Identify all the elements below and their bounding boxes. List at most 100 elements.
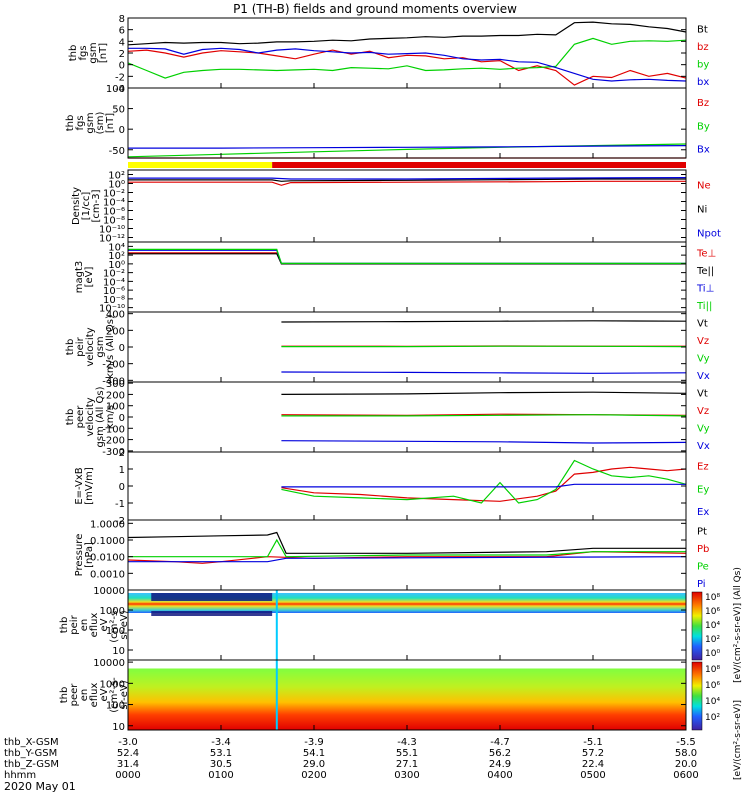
colorbar-tick-label: 10⁶ [705, 607, 720, 617]
y-tick-label: -100 [102, 424, 125, 435]
y-tick-label: 10 [112, 646, 125, 657]
series-ne [128, 180, 686, 186]
y-axis-label-line: [nPa] [84, 542, 95, 568]
time-axis-value: 52.4 [117, 748, 139, 759]
y-tick-label: 10000 [93, 658, 125, 669]
y-axis-label-line: [nT] [105, 113, 116, 133]
legend-bz: Bz [697, 98, 709, 109]
series-vx [281, 371, 687, 374]
y-tick-label: 100 [106, 626, 125, 637]
legend-ti: Ti|| [696, 301, 712, 312]
legend-ex: Ex [697, 507, 709, 518]
legend-by: by [697, 60, 709, 71]
ion-spectrogram-dark-top [151, 593, 273, 601]
time-axis-value: 53.1 [210, 748, 232, 759]
time-axis-value: 29.0 [303, 759, 325, 770]
colorbar-tick-label: 10⁸ [705, 665, 720, 675]
series-te [128, 252, 686, 265]
time-axis: thb_X-GSMthb_Y-GSMthb_Z-GSMhhmm-3.052.43… [4, 737, 699, 781]
panel-9: 10000 1000 100 10 thbpeirenefluxeV(cm²-s-sr-… [59, 586, 687, 661]
legend-bx: Bx [697, 145, 710, 156]
series-vt [281, 320, 687, 323]
series-ez [281, 466, 687, 502]
y-tick-label: 10⁻⁸ [103, 295, 125, 306]
time-axis-value: 27.1 [396, 759, 418, 770]
y-axis-label-line: (sm) [95, 112, 106, 135]
colorbar-label-top: [eV/(cm²-s-sr-eV)] (All Qs) [733, 567, 743, 683]
y-tick-label: 10⁻⁸ [103, 216, 125, 227]
y-tick-label: -2 [115, 516, 125, 527]
status-bar-red [272, 162, 686, 168]
y-axis-label-line: km/s (All Qs) [105, 315, 116, 379]
time-axis-value: 30.5 [210, 759, 232, 770]
time-axis-value: 56.2 [489, 748, 511, 759]
y-tick-label: 100 [106, 701, 125, 712]
y-axis-label-line: fgs [78, 45, 89, 60]
y-tick-label: 2 [119, 49, 125, 60]
y-axis-label-line: Density [71, 187, 82, 225]
panel-4: Te⊥ Te|| Ti⊥ Ti|| 10⁴10²10⁰10⁻²10⁻⁴10⁻⁶10⁻⁸1… [74, 241, 716, 315]
colorbar-tick-label: 10⁰ [705, 649, 720, 659]
y-axis-label-line: thb [65, 339, 76, 356]
y-tick-label: 10² [108, 171, 125, 182]
y-tick-label: 1000 [100, 679, 125, 690]
y-tick-label: 10⁻² [103, 269, 125, 280]
y-axis-label-line: [cm-3] [91, 189, 102, 222]
y-axis-label-line: [nT] [98, 43, 109, 63]
y-axis-label-line: Pressure [74, 534, 85, 577]
series-ey [281, 459, 687, 504]
y-axis-label-line: peer [69, 683, 80, 707]
series-npot [128, 177, 687, 180]
colorbars: 10⁸ 10⁶ 10⁴ 10² 10⁰ 10⁸ 10⁶ 10⁴ 10² [eV/(cm²-s-sr… [691, 567, 743, 780]
series-bz [127, 49, 687, 86]
y-axis-label-line: gsm [85, 112, 96, 133]
y-axis-label-line: [eV] [84, 267, 95, 288]
y-axis-label: thbpeirvelocitygsmkm/s (All Qs) [65, 315, 116, 379]
time-axis-value: 0100 [208, 770, 233, 781]
time-axis-row-label: hhmm [4, 770, 36, 781]
y-axis-label-line: velocity [85, 397, 96, 436]
series-bx [128, 47, 687, 82]
series-ti [128, 248, 686, 264]
y-tick-label: 0 [119, 61, 125, 72]
y-tick-label: 0.0100 [90, 553, 125, 564]
colorbar-tick-label: 10⁶ [705, 681, 720, 691]
y-axis-label: Pressure[nPa] [74, 534, 95, 577]
panel-5: VtVzVyVx4002000-200-400thbpeirvelocitygs… [65, 310, 710, 388]
series-pi [128, 556, 687, 563]
y-tick-label: 10⁻¹⁰ [99, 304, 125, 315]
legend-vx: Vx [697, 371, 710, 382]
y-axis-label-line: eflux [89, 613, 100, 638]
y-tick-label: -50 [109, 146, 125, 157]
y-tick-label: 1 [119, 465, 125, 476]
y-axis-label-line: gsm (All Qs) [95, 386, 106, 447]
legend-bx: bx [697, 77, 709, 88]
y-axis-label: thbpeerenefluxeV(cm²-s-sr-eV) [59, 677, 130, 713]
legend-bt: Bt [697, 25, 708, 36]
y-axis-label-line: peir [75, 336, 86, 356]
legend-ni: Ni [697, 204, 707, 215]
panel-10: 10000 1000 100 10 thbpeerenefluxeV(cm²-s-sr-… [59, 658, 687, 733]
series-pt [127, 531, 686, 554]
y-tick-label: 100 [106, 402, 125, 413]
legend-npot: Npot [697, 228, 721, 239]
y-axis-label-line: fgs [75, 115, 86, 130]
figure-title: P1 (TH-B) fields and ground moments over… [233, 2, 517, 16]
y-axis-label: thbfgsgsm(sm)[nT] [65, 112, 116, 135]
y-axis-label-line: km/s [105, 405, 116, 429]
y-tick-label: 200 [106, 326, 125, 337]
time-axis-value: -3.0 [118, 737, 138, 748]
y-axis-label-line: en [79, 689, 90, 702]
series-vy [281, 414, 687, 417]
legend-pt: Pt [697, 527, 707, 538]
y-tick-label: 8 [119, 14, 125, 25]
y-tick-label: 4 [119, 37, 125, 48]
legend-vx: Vx [697, 441, 710, 452]
y-axis-label: Density[1/cc][cm-3] [71, 187, 102, 225]
panel-6: VtVzVyVx3002001000-100-200-300thbpeervel… [65, 379, 710, 458]
colorbar-label: [eV/(cm²-s-sr-eV)] [733, 700, 743, 780]
y-tick-label: 10⁻¹⁰ [99, 225, 125, 236]
legend-pi: Pi [697, 579, 706, 590]
colorbar-tick-label: 10² [705, 635, 720, 645]
